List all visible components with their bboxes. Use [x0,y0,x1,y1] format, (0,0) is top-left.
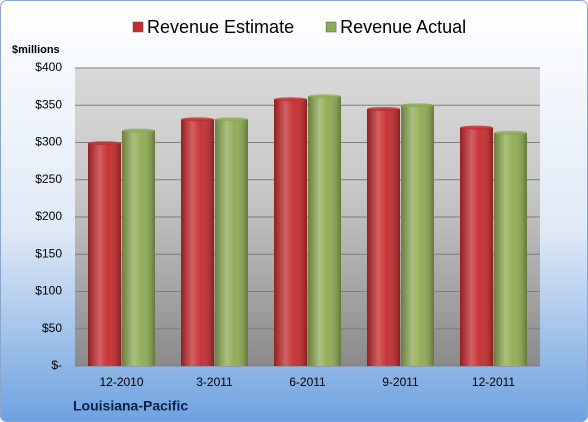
bar-cap [122,128,155,133]
bar-cap [215,117,248,122]
y-tick-label: $400 [35,60,62,74]
y-axis-label: $millions [12,44,60,56]
y-tick-label: $300 [35,135,62,149]
bar-cap [401,103,434,108]
bar-shade [308,96,341,366]
bar-cap [274,97,307,102]
legend-swatch [132,21,144,33]
bar-shade [274,99,307,366]
legend-label: Revenue Estimate [147,17,294,37]
bar-shade [181,119,214,366]
legend-swatch [325,21,337,33]
legend-label: Revenue Actual [340,17,466,37]
bar-cap [181,117,214,122]
y-tick-label: $- [51,358,62,372]
y-tick-label: $350 [35,97,62,111]
bar-cap [460,125,493,130]
bar-shade [401,105,434,366]
x-tick-label: 6-2011 [289,375,326,389]
bar-cap [88,141,121,146]
y-tick-label: $250 [35,172,62,186]
bar-shade [88,143,121,366]
bar-shade [215,119,248,366]
x-tick-label: 3-2011 [196,375,233,389]
bar-shade [367,108,400,366]
bar-cap [367,106,400,111]
x-tick-label: 12-2011 [472,375,515,389]
y-tick-label: $100 [35,284,62,298]
x-tick-label: 9-2011 [382,375,419,389]
bar-shade [460,127,493,366]
bar-cap [308,94,341,99]
bar-cap [494,130,527,135]
x-tick-label: 12-2010 [99,375,143,389]
chart-title: Louisiana-Pacific [73,398,188,414]
bar-shade [122,130,155,366]
y-tick-label: $150 [35,246,62,260]
bar-shade [494,132,527,366]
y-tick-label: $50 [42,321,62,335]
y-tick-label: $200 [35,209,62,223]
